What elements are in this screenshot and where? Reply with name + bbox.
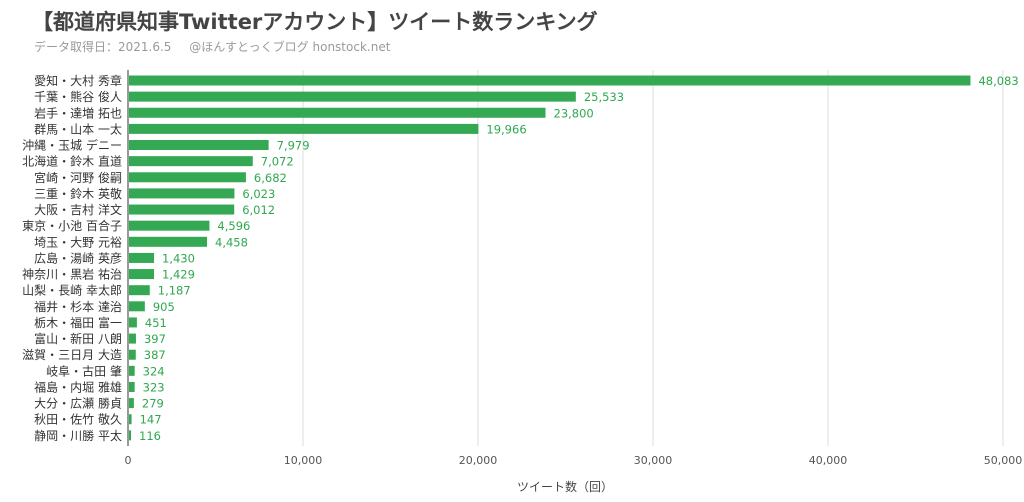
data-label: 324 <box>143 364 165 378</box>
bar <box>129 252 155 263</box>
bar <box>129 123 479 134</box>
bar <box>129 430 132 441</box>
data-label: 397 <box>144 332 166 346</box>
category-label: 大阪・吉村 洋文 <box>34 202 122 217</box>
chart-title: 【都道府県知事Twitterアカウント】ツイート数ランキング <box>32 10 598 34</box>
data-label: 451 <box>145 316 167 330</box>
data-label: 905 <box>153 300 175 314</box>
data-label: 6,012 <box>242 203 275 217</box>
bar <box>129 107 546 118</box>
data-label: 279 <box>142 397 164 411</box>
x-tick-label: 20,000 <box>459 454 498 467</box>
bars <box>129 75 971 441</box>
category-label: 神奈川・黒岩 祐治 <box>22 267 122 282</box>
data-label: 23,800 <box>554 106 594 120</box>
category-label: 北海道・鈴木 直道 <box>22 154 122 169</box>
bar <box>129 414 132 425</box>
data-label: 7,979 <box>277 139 310 153</box>
data-label: 4,596 <box>217 219 250 233</box>
category-label: 三重・鈴木 英敬 <box>34 186 122 201</box>
data-label: 147 <box>140 413 162 427</box>
bar <box>129 333 136 344</box>
category-label: 群馬・山本 一太 <box>34 121 122 136</box>
bar <box>129 398 134 409</box>
chart-subtitle: データ取得日：2021.6.5 @ほんすとっくブログ honstock.net <box>34 38 404 55</box>
data-label: 48,083 <box>978 74 1018 88</box>
data-label: 7,072 <box>261 155 294 169</box>
category-label: 秋田・佐竹 敬久 <box>34 413 122 427</box>
data-label: 25,533 <box>584 90 624 104</box>
bar <box>129 188 235 199</box>
bar <box>129 91 576 102</box>
x-tick-label: 0 <box>125 454 132 467</box>
bar <box>129 75 971 86</box>
data-label: 4,458 <box>215 235 248 249</box>
category-label: 千葉・熊谷 俊人 <box>34 89 122 104</box>
data-label: 387 <box>144 348 166 362</box>
category-label: 沖縄・玉城 デニー <box>22 138 122 153</box>
x-tick-label: 50,000 <box>984 454 1023 467</box>
category-label: 東京・小池 百合子 <box>22 218 122 233</box>
category-label: 埼玉・大野 元裕 <box>34 234 122 249</box>
category-label: 岩手・達増 拓也 <box>34 105 122 120</box>
data-label: 1,429 <box>162 268 195 282</box>
bar <box>129 236 208 247</box>
category-label: 福島・内堀 雅雄 <box>34 379 122 394</box>
data-label: 116 <box>139 429 161 443</box>
data-date: データ取得日：2021.6.5 <box>34 40 172 54</box>
bar <box>129 140 269 151</box>
x-tick-label: 40,000 <box>809 454 848 467</box>
data-label: 1,187 <box>158 284 191 298</box>
data-label: 323 <box>143 380 165 394</box>
bar <box>129 156 253 167</box>
x-tick-label: 10,000 <box>284 454 323 467</box>
bar <box>129 285 150 296</box>
x-axis-label: ツイート数（回） <box>517 479 613 494</box>
data-source: @ほんすとっくブログ honstock.net <box>189 40 391 54</box>
value-labels: 48,083 25,533 23,800 19,966 7,979 7,072 6,682 6… <box>139 74 1019 443</box>
x-tick-label: 30,000 <box>634 454 673 467</box>
category-label: 福井・杉本 達治 <box>34 299 122 314</box>
category-label: 広島・湯崎 英彦 <box>34 250 122 265</box>
data-label: 6,023 <box>242 187 275 201</box>
bar <box>129 381 135 392</box>
category-label: 岐阜・古田 肇 <box>46 363 122 378</box>
category-label: 栃木・福田 富一 <box>34 315 122 330</box>
bar <box>129 220 210 231</box>
bar <box>129 204 235 215</box>
bar <box>129 172 246 183</box>
bar <box>129 349 136 360</box>
category-label: 宮崎・河野 俊嗣 <box>34 170 122 185</box>
category-label: 愛知・大村 秀章 <box>34 73 122 88</box>
x-tick-labels: 0 10,000 20,000 30,000 40,000 50,000 <box>125 454 1023 467</box>
bar <box>129 269 155 280</box>
bar <box>129 301 145 312</box>
category-label: 大分・広瀬 勝貞 <box>34 396 122 411</box>
data-label: 19,966 <box>486 122 526 136</box>
category-label: 静岡・川勝 平太 <box>34 428 122 443</box>
data-label: 1,430 <box>162 251 195 265</box>
bar <box>129 365 135 376</box>
category-label: 山梨・長崎 幸太郎 <box>22 283 122 298</box>
data-label: 6,682 <box>254 171 287 185</box>
category-label: 富山・新田 八朗 <box>34 331 122 346</box>
bar <box>129 317 137 328</box>
category-label: 滋賀・三日月 大造 <box>22 348 122 362</box>
